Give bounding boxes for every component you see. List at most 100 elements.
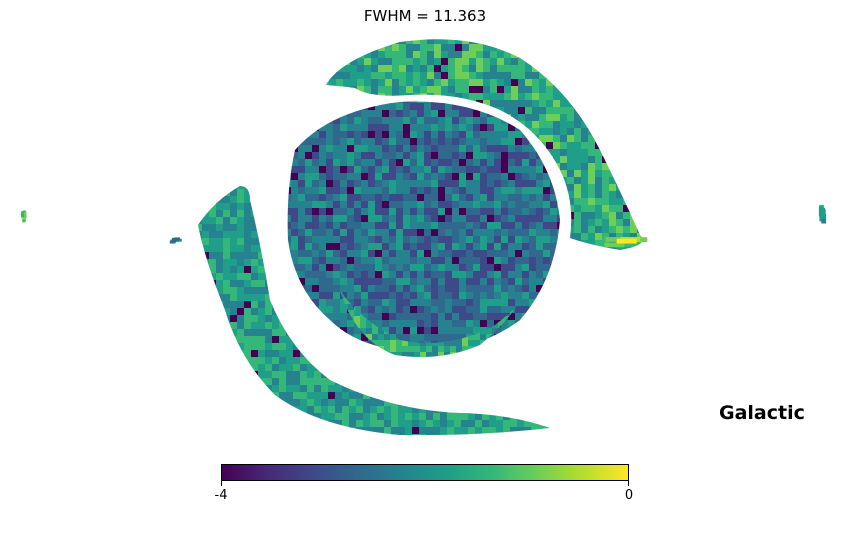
map-pixel xyxy=(434,44,442,52)
map-pixel xyxy=(396,355,404,363)
map-pixel xyxy=(609,205,617,213)
map-pixel xyxy=(356,378,364,386)
map-pixel xyxy=(517,336,525,344)
map-pixel xyxy=(487,159,495,167)
map-pixel xyxy=(480,306,488,314)
map-pixel xyxy=(466,187,474,195)
map-pixel xyxy=(581,58,589,66)
map-pixel xyxy=(209,238,217,246)
map-pixel xyxy=(307,406,315,414)
map-pixel xyxy=(287,264,292,272)
map-pixel xyxy=(340,264,348,272)
map-pixel xyxy=(448,58,456,66)
map-pixel xyxy=(287,271,292,279)
map-pixel xyxy=(319,334,327,342)
map-pixel xyxy=(223,420,231,428)
map-pixel xyxy=(375,187,383,195)
map-pixel xyxy=(602,170,610,178)
map-pixel xyxy=(595,198,603,206)
map-pixel xyxy=(405,420,413,428)
map-pixel xyxy=(403,145,411,153)
map-pixel xyxy=(545,308,550,316)
map-pixel xyxy=(489,434,497,436)
map-pixel xyxy=(336,107,344,115)
map-pixel xyxy=(363,357,371,365)
map-pixel xyxy=(198,434,203,436)
map-pixel xyxy=(431,194,439,202)
map-pixel xyxy=(550,250,558,258)
map-pixel xyxy=(279,294,287,302)
map-pixel xyxy=(363,392,371,400)
map-pixel xyxy=(524,427,532,435)
map-pixel xyxy=(494,222,502,230)
map-pixel xyxy=(230,273,238,281)
map-pixel xyxy=(419,371,427,379)
map-pixel xyxy=(230,186,238,190)
map-pixel xyxy=(482,357,490,365)
map-pixel xyxy=(209,217,217,225)
map-pixel xyxy=(438,278,446,286)
map-pixel xyxy=(298,313,306,321)
map-pixel xyxy=(438,355,446,363)
map-pixel xyxy=(305,243,313,251)
map-pixel xyxy=(553,114,561,122)
map-pixel xyxy=(454,434,462,436)
map-pixel xyxy=(532,93,540,101)
map-pixel xyxy=(265,399,273,407)
map-pixel xyxy=(431,327,439,335)
map-pixel xyxy=(403,131,411,139)
map-pixel xyxy=(251,224,259,232)
map-pixel xyxy=(581,107,589,115)
map-pixel xyxy=(550,320,558,328)
map-pixel xyxy=(419,385,427,393)
map-pixel xyxy=(543,243,551,251)
map-pixel xyxy=(354,180,362,188)
map-pixel xyxy=(312,103,320,111)
map-pixel xyxy=(438,152,446,160)
map-pixel xyxy=(623,93,631,101)
map-pixel xyxy=(319,201,327,209)
map-pixel xyxy=(529,313,537,321)
map-pixel xyxy=(473,145,481,153)
map-pixel xyxy=(202,231,210,239)
map-pixel xyxy=(321,343,329,351)
map-pixel xyxy=(286,322,294,330)
map-pixel xyxy=(630,233,638,241)
map-pixel xyxy=(497,93,505,101)
map-pixel xyxy=(475,406,483,414)
map-pixel xyxy=(455,39,463,45)
map-pixel xyxy=(644,93,652,101)
map-pixel xyxy=(510,357,518,365)
map-pixel xyxy=(431,278,439,286)
map-pixel xyxy=(293,336,301,344)
map-pixel xyxy=(462,30,470,38)
map-pixel xyxy=(427,79,435,87)
map-pixel xyxy=(438,313,446,321)
map-pixel xyxy=(237,322,245,330)
map-pixel xyxy=(258,273,266,281)
map-pixel xyxy=(230,364,238,372)
map-pixel xyxy=(368,208,376,216)
map-pixel xyxy=(314,364,322,372)
map-pixel xyxy=(363,434,371,436)
map-pixel xyxy=(377,371,385,379)
map-pixel xyxy=(340,159,348,167)
map-pixel xyxy=(258,364,266,372)
map-pixel xyxy=(230,308,238,316)
map-pixel xyxy=(300,378,308,386)
map-pixel xyxy=(375,320,383,328)
map-pixel xyxy=(202,224,210,232)
map-pixel xyxy=(286,406,294,414)
map-pixel xyxy=(433,420,441,428)
map-pixel xyxy=(356,343,364,351)
map-pixel xyxy=(307,308,315,316)
map-pixel xyxy=(368,173,376,181)
map-pixel xyxy=(424,187,432,195)
map-pixel xyxy=(272,266,280,274)
map-pixel xyxy=(312,131,320,139)
map-pixel xyxy=(307,420,315,428)
map-pixel xyxy=(272,343,280,351)
map-pixel xyxy=(538,406,546,414)
map-pixel xyxy=(522,264,530,272)
map-pixel xyxy=(258,350,266,358)
